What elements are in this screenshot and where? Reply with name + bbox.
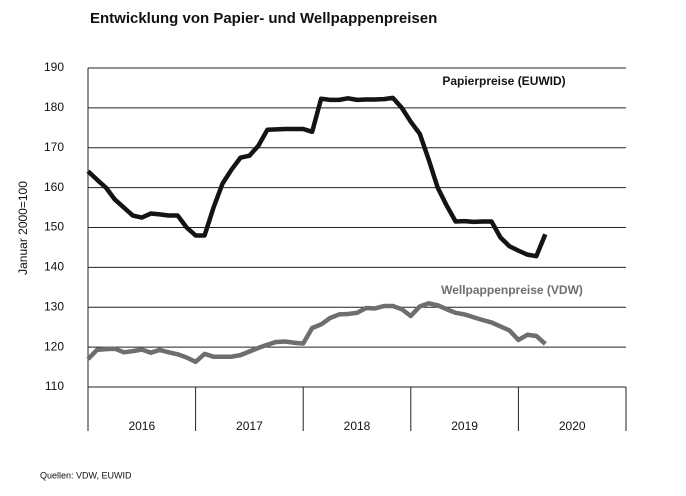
series-label: Papierpreise (EUWID) bbox=[442, 74, 565, 88]
series-label: Wellpappenpreise (VDW) bbox=[441, 283, 583, 297]
x-tick-label: 2018 bbox=[344, 419, 371, 433]
y-tick-label: 120 bbox=[44, 339, 64, 353]
y-tick-label: 110 bbox=[45, 379, 64, 393]
x-tick-label: 2016 bbox=[128, 419, 155, 433]
y-tick-label: 150 bbox=[44, 220, 64, 234]
y-tick-label: 160 bbox=[44, 180, 64, 194]
x-tick-label: 2019 bbox=[451, 419, 478, 433]
series-line bbox=[86, 301, 547, 365]
y-tick-label: 180 bbox=[44, 100, 64, 114]
y-tick-label: 190 bbox=[44, 60, 64, 74]
x-tick-label: 2017 bbox=[236, 419, 263, 433]
x-tick-label: 2020 bbox=[559, 419, 586, 433]
y-axis-label: Januar 2000=100 bbox=[16, 181, 30, 275]
series-line bbox=[86, 95, 548, 259]
source-note: Quellen: VDW, EUWID bbox=[40, 470, 132, 480]
y-tick-label: 130 bbox=[44, 299, 64, 313]
chart-title: Entwicklung von Papier- und Wellpappenpr… bbox=[90, 10, 437, 27]
y-tick-label: 140 bbox=[44, 260, 64, 274]
y-tick-label: 170 bbox=[44, 140, 64, 154]
